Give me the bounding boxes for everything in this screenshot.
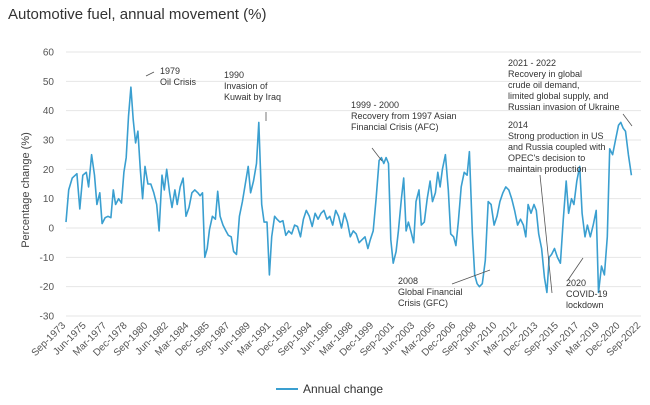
y-tick-label: -10 xyxy=(40,253,55,264)
series-line xyxy=(65,86,633,294)
y-tick-label: -20 xyxy=(40,282,55,293)
annotation-leader xyxy=(567,257,584,281)
y-tick-label: 10 xyxy=(43,194,55,205)
annotation-text: 2008 xyxy=(398,276,418,286)
annotation-leader xyxy=(539,174,553,294)
annotation-text: 1979 xyxy=(160,66,180,76)
annotation-text: Strong production in US xyxy=(508,131,604,141)
annotation-text: Recovery in global xyxy=(508,69,582,79)
y-axis-ticks: 60 50 40 30 20 10 0 -10 -20 -30 xyxy=(40,48,55,323)
y-tick-label: 50 xyxy=(43,77,55,88)
annotation-text: Oil Crisis xyxy=(160,77,196,87)
annotation-text: COVID-19 xyxy=(566,289,608,299)
annotation-text: Financial Crisis (AFC) xyxy=(351,122,439,132)
series-layer xyxy=(65,86,633,294)
y-tick-label: 60 xyxy=(43,48,55,59)
annotation-text: 2014 xyxy=(508,120,528,130)
x-axis-ticks: Sep-1973Jun-1975Mar-1977Dec-1978Sep-1980… xyxy=(30,320,644,359)
annotation-leader xyxy=(451,269,491,285)
annotation-text: Global Financial xyxy=(398,287,463,297)
y-tick-label: -30 xyxy=(40,312,55,323)
legend: Annual change xyxy=(276,382,383,396)
annotation-leader xyxy=(622,113,633,127)
annotation-text: crude oil demand, xyxy=(508,80,580,90)
annotation-text: lockdown xyxy=(566,300,604,310)
y-tick-label: 0 xyxy=(48,224,54,235)
annotation-text: 2020 xyxy=(566,278,586,288)
annotation-leader xyxy=(371,147,383,162)
annotation-leader xyxy=(145,71,155,77)
y-tick-label: 30 xyxy=(43,136,55,147)
annotation-text: and Russia coupled with xyxy=(508,142,606,152)
annotation-text: Russian invasion of Ukraine xyxy=(508,102,620,112)
annotation-text: Crisis (GFC) xyxy=(398,298,448,308)
annotation-text: Recovery from 1997 Asian xyxy=(351,111,457,121)
annotation-text: OPEC's decision to xyxy=(508,153,585,163)
y-tick-label: 40 xyxy=(43,106,55,117)
chart-title: Automotive fuel, annual movement (%) xyxy=(8,6,267,23)
annotation-text: limited global supply, and xyxy=(508,91,608,101)
annotation-text: 1990 xyxy=(224,70,244,80)
annotation-text: Kuwait by Iraq xyxy=(224,92,281,102)
annotation-text: maintain production xyxy=(508,164,587,174)
y-axis-label: Percentage change (%) xyxy=(20,132,32,248)
legend-label: Annual change xyxy=(303,382,383,396)
y-tick-label: 20 xyxy=(43,165,55,176)
annotation-text: 1999 - 2000 xyxy=(351,100,399,110)
annotation-text: Invasion of xyxy=(224,81,268,91)
annotation-text: 2021 - 2022 xyxy=(508,58,556,68)
